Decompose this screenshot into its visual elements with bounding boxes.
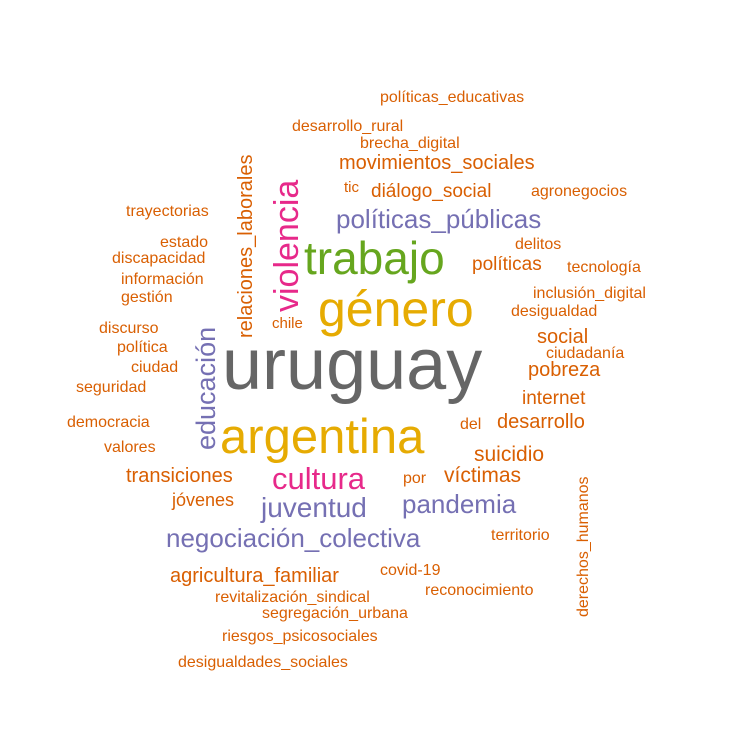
word-internet: internet: [522, 388, 586, 409]
word-agronegocios: agronegocios: [531, 183, 628, 200]
word-brecha-digital: brecha_digital: [360, 135, 460, 152]
word-derechos-humanos: derechos_humanos: [575, 476, 592, 617]
word-suicidio: suicidio: [474, 443, 545, 466]
word-politicas-publicas: políticas_públicas: [336, 204, 542, 234]
word-delitos: delitos: [515, 236, 562, 253]
word-del: del: [460, 416, 482, 433]
word-tecnologia: tecnología: [567, 259, 641, 276]
word-genero: género: [318, 281, 474, 337]
word-desarrollo: desarrollo: [497, 411, 585, 433]
word-educacion: educación: [191, 326, 221, 450]
word-inclusion-digital: inclusión_digital: [533, 285, 646, 302]
word-transiciones: transiciones: [126, 465, 233, 487]
word-discapacidad: discapacidad: [112, 250, 206, 267]
word-movimientos-sociales: movimientos_sociales: [339, 152, 535, 174]
word-trabajo: trabajo: [304, 232, 445, 284]
word-seguridad: seguridad: [76, 379, 147, 396]
word-revitalizacion-sindical: revitalización_sindical: [215, 589, 370, 606]
word-negociacion-colectiva: negociación_colectiva: [166, 523, 421, 553]
word-discurso: discurso: [99, 320, 159, 337]
word-politica: política: [117, 339, 168, 356]
word-victimas: víctimas: [444, 464, 522, 487]
word-desigualdad: desigualdad: [511, 303, 598, 320]
word-segregacion-urbana: segregación_urbana: [262, 605, 408, 622]
word-juventud: juventud: [261, 492, 367, 523]
word-politicas: políticas: [472, 254, 542, 275]
word-dialogo-social: diálogo_social: [371, 181, 492, 202]
word-estado: estado: [160, 234, 209, 251]
word-territorio: territorio: [491, 527, 550, 544]
word-social: social: [537, 326, 589, 348]
word-informacion: información: [121, 271, 204, 288]
word-riesgos-psicosociales: riesgos_psicosociales: [222, 628, 378, 645]
word-violencia: violencia: [268, 179, 306, 312]
word-tic: tic: [344, 179, 359, 196]
word-argentina: argentina: [220, 410, 425, 464]
word-jovenes: jóvenes: [172, 490, 235, 510]
word-covid-19: covid-19: [380, 562, 441, 579]
word-trayectorias: trayectorias: [126, 203, 209, 220]
word-democracia: democracia: [67, 414, 150, 431]
word-ciudad: ciudad: [131, 359, 179, 376]
word-agricultura-familiar: agricultura_familiar: [170, 565, 339, 587]
word-relaciones-laborales: relaciones_laborales: [235, 154, 257, 338]
word-chile: chile: [272, 315, 303, 332]
word-ciudadania: ciudadanía: [546, 345, 625, 362]
word-desarrollo-rural: desarrollo_rural: [292, 118, 404, 135]
word-valores: valores: [104, 439, 156, 456]
word-pandemia: pandemia: [402, 489, 517, 519]
word-pobreza: pobreza: [528, 359, 601, 381]
word-gestion: gestión: [121, 289, 173, 306]
word-politicas-educativas: políticas_educativas: [380, 89, 525, 106]
word-reconocimiento: reconocimiento: [425, 582, 534, 599]
word-uruguay: uruguay: [222, 325, 483, 405]
word-desigualdades-sociales: desigualdades_sociales: [178, 654, 348, 671]
word-por: por: [403, 470, 427, 487]
word-cultura: cultura: [272, 461, 366, 496]
